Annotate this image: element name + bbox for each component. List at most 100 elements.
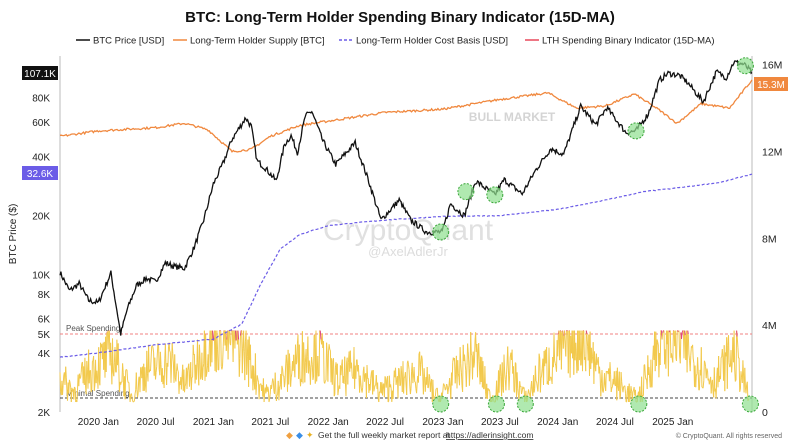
y2-axis-ticks: 0 4M 8M 12M 16M [762, 60, 782, 419]
indicator-segment [484, 366, 486, 392]
indicator-segment [539, 378, 542, 393]
indicator-segment [537, 379, 539, 392]
indicator-segment [357, 364, 360, 378]
indicator-segment [674, 330, 677, 359]
indicator-segment [686, 330, 689, 373]
indicator-segment [416, 381, 418, 394]
indicator-segment [200, 377, 202, 380]
indicator-segment [585, 330, 588, 335]
indicator-segment [90, 390, 93, 393]
indicator-segment [275, 395, 278, 402]
indicator-segment [620, 372, 623, 382]
indicator-segment [374, 385, 376, 389]
indicator-segment [553, 332, 556, 361]
indicator-segment [166, 362, 168, 386]
indicator-segment [618, 371, 621, 400]
indicator-segment [317, 355, 319, 377]
indicator-segment [227, 330, 230, 360]
y-tick-label: 80K [32, 93, 50, 104]
indicator-segment [359, 375, 362, 383]
indicator-segment [392, 382, 395, 399]
indicator-segment [417, 353, 420, 383]
indicator-segment [177, 370, 179, 372]
indicator-segment [360, 382, 362, 389]
indicator-segment [740, 371, 743, 378]
indicator-segment [621, 381, 623, 389]
legend-label-supply: Long-Term Holder Supply [BTC] [190, 36, 325, 47]
indicator-segment [434, 388, 437, 397]
indicator-segment [661, 332, 664, 340]
y-tick-label: 6K [38, 314, 51, 325]
indicator-segment [423, 368, 426, 380]
indicator-segment [521, 390, 523, 395]
indicator-segment [99, 342, 102, 386]
indicator-segment [486, 388, 489, 399]
indicator-segment [148, 344, 150, 373]
y2-tick-label: 8M [762, 233, 777, 245]
indicator-segment [564, 330, 566, 348]
minimal-spending-label: Minimal Spending [66, 389, 130, 398]
indicator-segment [351, 362, 353, 377]
indicator-segment [679, 332, 682, 364]
indicator-segment [509, 357, 511, 376]
indicator-segment [311, 356, 313, 365]
indicator-segment [324, 380, 326, 384]
indicator-segment [228, 330, 231, 344]
indicator-segment [279, 384, 281, 389]
indicator-segment [385, 379, 388, 388]
indicator-segment [443, 384, 446, 387]
indicator-segment [528, 392, 531, 395]
indicator-segment [428, 374, 431, 377]
indicator-segment [225, 339, 228, 351]
indicator-segment [409, 388, 412, 395]
indicator-segment [79, 377, 81, 379]
indicator-segment [74, 387, 77, 403]
indicator-segment [623, 385, 625, 388]
indicator-segment [172, 353, 174, 364]
indicator-segment [718, 355, 720, 382]
indicator-segment [428, 374, 430, 388]
indicator-segment [611, 386, 613, 389]
indicator-segment [257, 379, 259, 383]
y2-tick-label: 12M [762, 147, 782, 159]
indicator-segment [692, 358, 695, 364]
indicator-segment [117, 343, 120, 369]
indicator-segment [579, 330, 582, 366]
indicator-segment [169, 350, 171, 353]
indicator-segment [609, 362, 612, 375]
indicator-segment [80, 372, 82, 378]
indicator-segment [296, 343, 298, 363]
indicator-segment [704, 362, 707, 367]
indicator-segment [681, 330, 684, 334]
footer-text: Get the full weekly market report at [318, 430, 450, 440]
indicator-segment [134, 389, 137, 394]
indicator-segment [366, 364, 369, 379]
indicator-segment [152, 347, 155, 353]
indicator-segment [184, 386, 186, 393]
y-axis-ticks: 2K 4K 5K 6K 8K 10K 20K 40K 60K 80K [32, 93, 50, 419]
indicator-segment [434, 395, 436, 398]
indicator-segment [488, 389, 491, 392]
indicator-segment [447, 385, 450, 390]
indicator-segment [220, 330, 222, 367]
indicator-segment [206, 365, 208, 374]
indicator-segment [473, 340, 476, 364]
indicator-segment [146, 350, 148, 374]
indicator-segment [74, 386, 76, 389]
indicator-segment [529, 386, 532, 399]
indicator-segment [110, 342, 112, 363]
indicator-segment [477, 351, 479, 378]
indicator-segment [96, 370, 98, 377]
hands-icon: ✦ [306, 430, 314, 440]
indicator-segment [278, 388, 280, 401]
indicator-segment [706, 368, 708, 371]
footer-link[interactable]: https://adlerinsight.com [446, 430, 533, 440]
legend: BTC Price [USD] Long-Term Holder Supply … [76, 36, 714, 47]
indicator-segment [362, 370, 364, 388]
indicator-segment [244, 341, 246, 381]
price-highlight-marker [736, 57, 754, 75]
indicator-zero-marker [432, 395, 450, 413]
indicator-segment [281, 365, 284, 370]
indicator-segment [91, 361, 93, 391]
